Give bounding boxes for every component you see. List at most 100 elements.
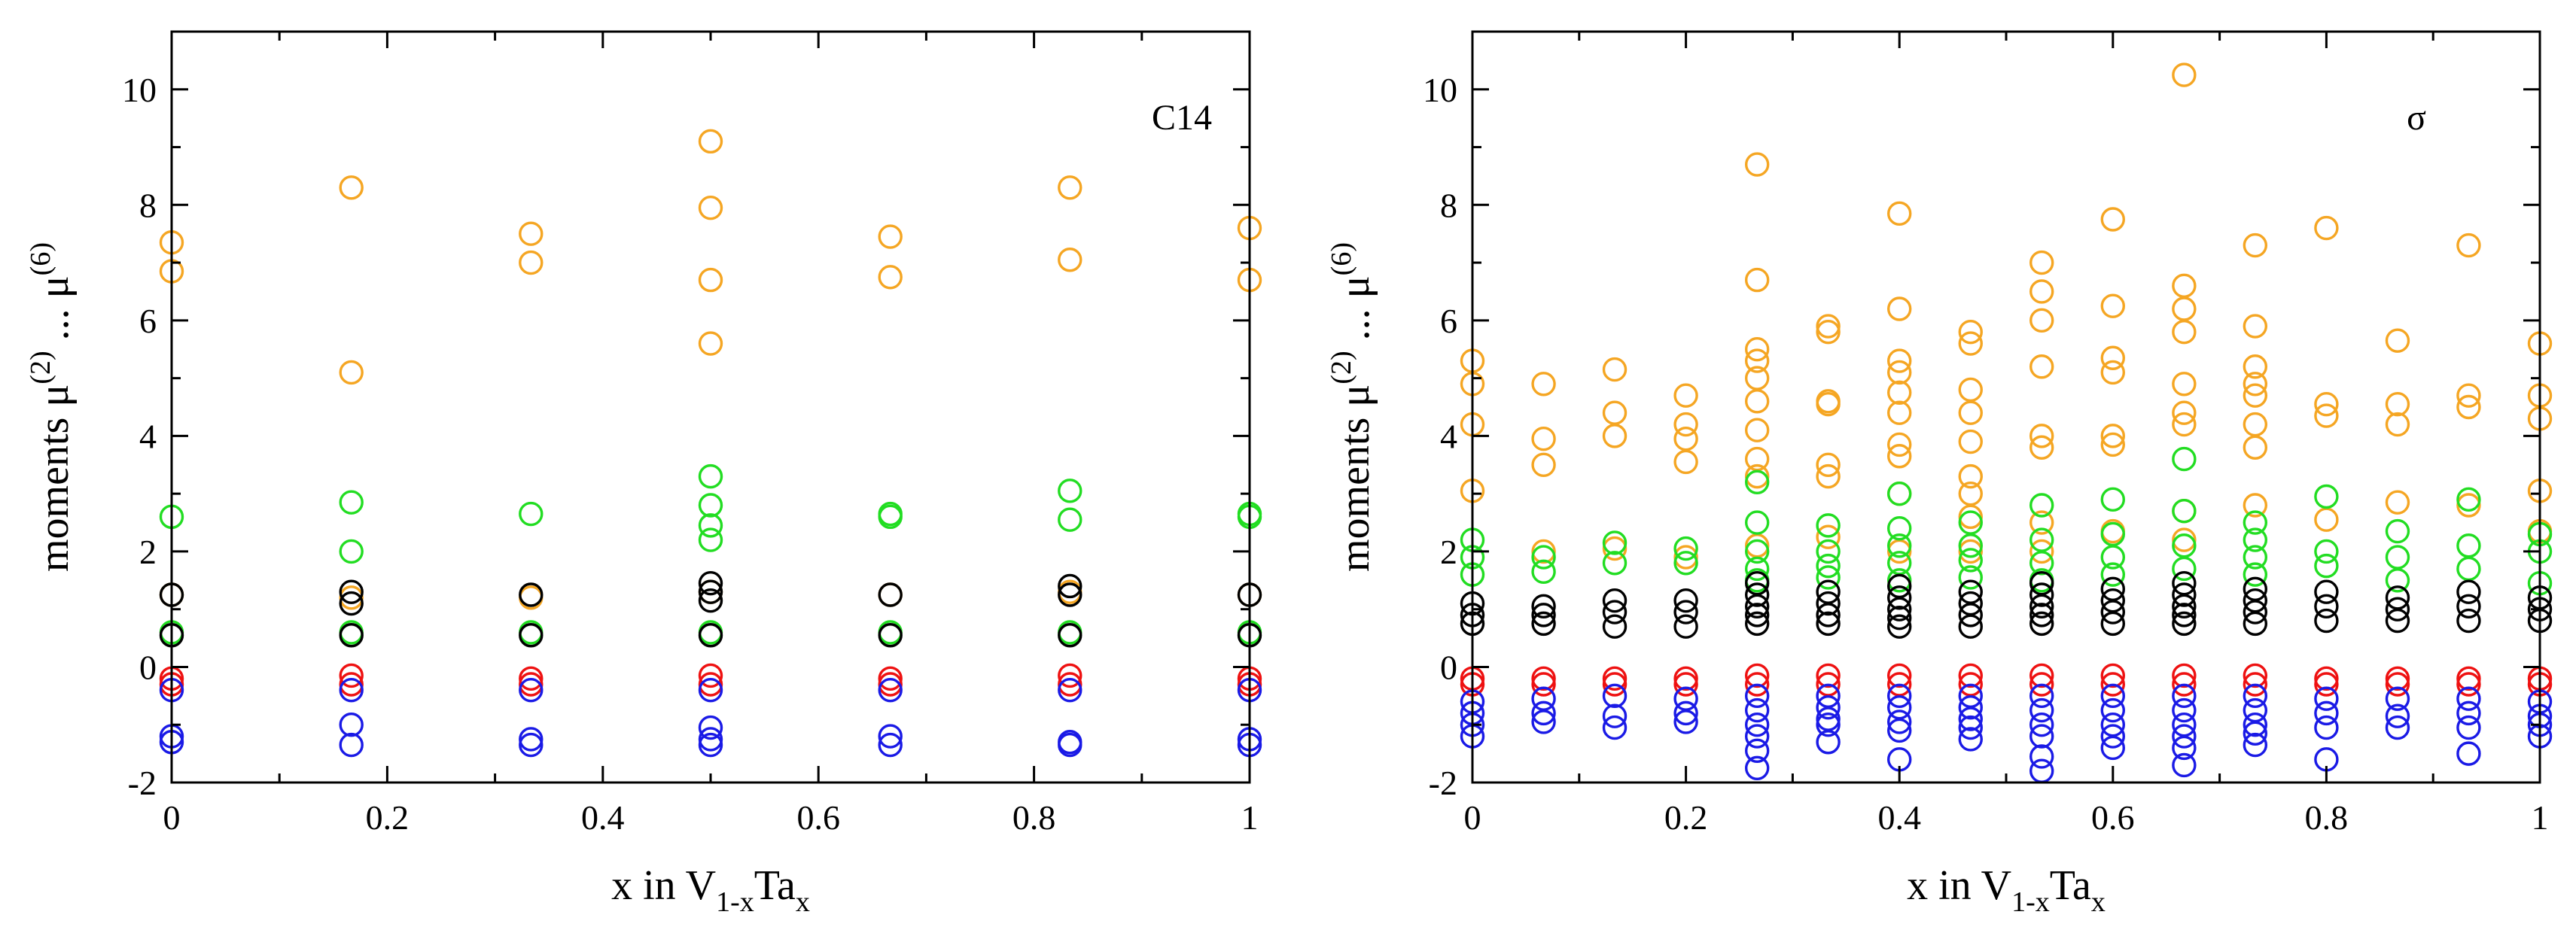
data-point-green xyxy=(2029,493,2054,518)
data-point-red xyxy=(698,672,723,697)
data-point-blue xyxy=(878,732,903,758)
data-point-blue xyxy=(1816,713,1841,737)
data-point-green xyxy=(1816,539,1841,564)
data-point-orange xyxy=(1886,296,1912,321)
data-point-orange xyxy=(2172,320,2197,345)
data-point-green xyxy=(1058,479,1082,503)
data-point-blue xyxy=(2172,713,2197,737)
data-point-red xyxy=(2456,672,2481,697)
data-point-black xyxy=(2029,570,2054,596)
data-point-green xyxy=(1958,565,1983,590)
data-point-orange xyxy=(2029,308,2054,333)
data-point-blue xyxy=(1886,710,1912,734)
data-point-green xyxy=(698,463,723,489)
data-point-blue xyxy=(2100,735,2126,761)
data-point-black xyxy=(2243,576,2268,602)
x-axis-label: x in V1-xTax xyxy=(1907,862,2106,918)
data-point-black xyxy=(2029,611,2054,637)
data-point-orange xyxy=(2243,412,2268,437)
data-point-orange xyxy=(1744,533,1770,558)
data-point-orange xyxy=(1886,201,1912,226)
data-point-black xyxy=(2243,600,2268,624)
data-point-orange xyxy=(1673,412,1698,437)
data-point-blue xyxy=(1602,703,1628,728)
data-point-orange xyxy=(1531,539,1556,564)
data-point-blue xyxy=(2172,735,2197,761)
data-point-black xyxy=(1744,594,1770,619)
data-point-orange xyxy=(2314,215,2339,241)
data-point-orange xyxy=(1531,452,1556,477)
data-point-blue xyxy=(2243,713,2268,737)
data-point-red xyxy=(2172,663,2197,688)
data-point-orange xyxy=(519,221,544,246)
series-green xyxy=(159,463,1262,645)
data-point-blue xyxy=(2029,697,2054,723)
data-point-orange xyxy=(1744,348,1770,373)
data-point-black xyxy=(2029,594,2054,619)
data-point-green xyxy=(1886,533,1912,558)
y-tick-label: 6 xyxy=(139,302,157,340)
data-point-black xyxy=(698,588,723,613)
data-point-orange xyxy=(339,175,364,200)
data-point-blue xyxy=(2243,697,2268,723)
data-point-red xyxy=(2243,672,2268,697)
data-point-blue xyxy=(1958,715,1983,740)
data-point-red xyxy=(519,672,544,697)
data-point-black xyxy=(2243,611,2268,637)
data-point-blue xyxy=(1531,710,1556,734)
data-point-red xyxy=(1816,663,1841,688)
data-point-green xyxy=(1816,513,1841,538)
data-point-orange xyxy=(2314,403,2339,428)
data-point-blue xyxy=(2456,686,2481,711)
data-point-blue xyxy=(1816,695,1841,720)
y-tick-label: 4 xyxy=(1440,417,1457,455)
data-point-orange xyxy=(2172,400,2197,425)
data-point-black xyxy=(2385,597,2410,621)
data-point-black xyxy=(519,582,544,607)
data-point-blue xyxy=(2314,700,2339,726)
data-point-blue xyxy=(1958,695,1983,720)
data-point-orange xyxy=(2456,394,2481,420)
data-point-blue xyxy=(2456,741,2481,766)
x-tick-label: 0.6 xyxy=(796,798,840,837)
data-point-green xyxy=(2100,545,2126,570)
data-point-orange xyxy=(2100,345,2126,370)
x-tick-label: 1 xyxy=(2532,798,2549,837)
data-point-black xyxy=(339,591,364,616)
data-point-orange xyxy=(1531,372,1556,397)
x-tick-label: 0 xyxy=(163,798,181,837)
y-tick-label: -2 xyxy=(1429,764,1457,802)
data-point-green xyxy=(2243,510,2268,535)
x-tick-label: 0.8 xyxy=(1012,798,1056,837)
data-point-black xyxy=(2029,582,2054,607)
data-point-orange xyxy=(1744,337,1770,362)
y-tick-label: 6 xyxy=(1440,302,1457,340)
data-point-green xyxy=(1531,559,1556,584)
x-axis-label: x in V1-xTax xyxy=(611,862,810,918)
data-point-black xyxy=(1816,603,1841,628)
data-point-orange xyxy=(2100,293,2126,318)
data-point-green xyxy=(1744,510,1770,535)
data-point-orange xyxy=(2172,296,2197,321)
x-tick-label: 0.2 xyxy=(366,798,410,837)
data-point-red xyxy=(2385,672,2410,697)
data-point-green xyxy=(698,513,723,538)
data-point-green xyxy=(1816,553,1841,579)
data-point-blue xyxy=(2172,752,2197,778)
data-point-orange xyxy=(698,195,723,220)
data-point-blue xyxy=(1744,738,1770,763)
data-point-green xyxy=(2456,533,2481,558)
data-point-blue xyxy=(878,677,903,703)
data-point-orange xyxy=(2243,354,2268,379)
data-point-orange xyxy=(878,265,903,290)
y-tick-label: 2 xyxy=(1440,533,1457,571)
data-point-blue xyxy=(1531,686,1556,711)
data-point-green xyxy=(519,501,544,527)
data-point-orange xyxy=(1958,400,1983,425)
data-point-green xyxy=(1958,510,1983,535)
data-point-black xyxy=(1744,611,1770,637)
y-tick-label: 10 xyxy=(1423,71,1457,109)
data-point-orange xyxy=(1958,539,1983,564)
data-point-green xyxy=(1958,548,1983,573)
